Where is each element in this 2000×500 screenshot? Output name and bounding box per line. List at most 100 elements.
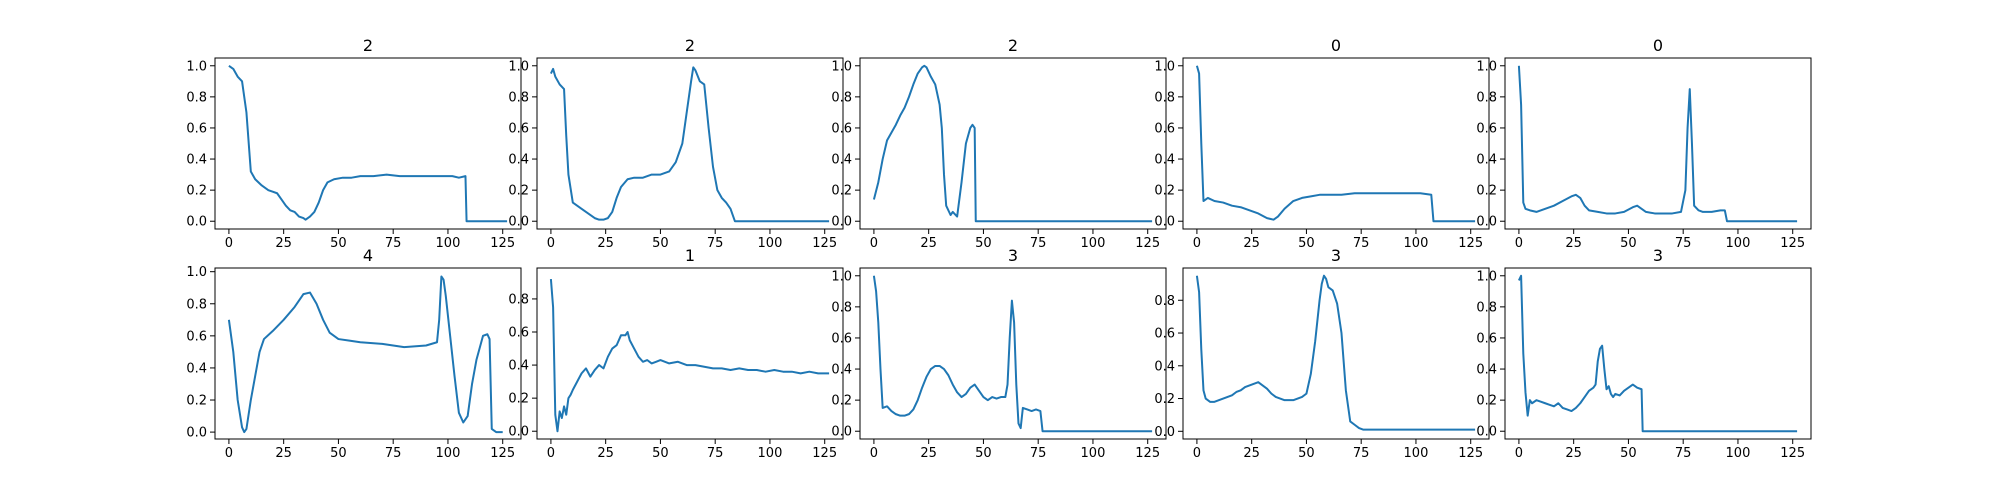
subplot-title: 0	[1653, 36, 1663, 55]
x-tick-label: 0	[1193, 236, 1201, 251]
y-tick-label: 0.0	[1476, 425, 1497, 440]
y-tick-label: 0.6	[1476, 121, 1497, 136]
x-tick-label: 125	[1135, 446, 1160, 461]
subplot-title: 2	[685, 36, 695, 55]
y-tick-label: 0.4	[831, 363, 852, 378]
series-line	[1195, 65, 1476, 223]
subplot: 2 0 25 50 75 100 125 0.0 0.2 0.4 0.6 0.8 1.0	[186, 36, 522, 251]
y-tick-label: 0.2	[508, 392, 529, 407]
y-tick-label: 1.0	[508, 59, 529, 74]
axes-frame	[1182, 267, 1490, 440]
x-tick-label: 50	[975, 446, 992, 461]
y-tick-label: 0.4	[186, 361, 207, 376]
y-tick-label: 0.2	[1154, 392, 1175, 407]
y-tick-label: 1.0	[831, 269, 852, 284]
x-tick-label: 25	[597, 446, 614, 461]
x-tick-label: 125	[490, 446, 515, 461]
x-tick-label: 125	[1458, 236, 1483, 251]
x-tick-label: 50	[652, 236, 669, 251]
x-tick-label: 125	[812, 446, 837, 461]
subplot-title: 2	[1008, 36, 1018, 55]
y-tick-label: 0.8	[1154, 90, 1175, 105]
subplot: 4 0 25 50 75 100 125 0.0 0.2 0.4 0.6 0.8 1.0	[186, 246, 522, 461]
axes-frame	[214, 267, 522, 440]
x-tick-label: 0	[547, 236, 555, 251]
axes-frame	[214, 57, 522, 230]
y-tick-label: 1.0	[831, 59, 852, 74]
y-tick-label: 0.4	[186, 153, 207, 168]
y-tick-label: 0.4	[1154, 359, 1175, 374]
y-tick-label: 0.0	[508, 425, 529, 440]
x-tick-label: 75	[1030, 446, 1047, 461]
y-tick-label: 0.4	[508, 153, 529, 168]
x-tick-label: 100	[1404, 446, 1429, 461]
y-tick-label: 0.2	[1476, 394, 1497, 409]
x-tick-label: 125	[490, 236, 515, 251]
y-tick-label: 0.2	[186, 184, 207, 199]
y-tick-label: 0.6	[508, 121, 529, 136]
x-tick-label: 0	[225, 236, 233, 251]
x-tick-label: 0	[225, 446, 233, 461]
x-tick-label: 25	[920, 236, 937, 251]
y-tick-label: 0.6	[186, 121, 207, 136]
x-tick-label: 50	[330, 446, 347, 461]
series-line	[550, 66, 830, 223]
x-tick-label: 0	[1515, 446, 1523, 461]
y-tick-label: 0.6	[1154, 121, 1175, 136]
y-tick-label: 0.2	[831, 184, 852, 199]
subplot-title: 1	[685, 246, 695, 265]
x-tick-label: 100	[436, 236, 461, 251]
y-tick-label: 0.8	[186, 297, 207, 312]
y-tick-label: 0.4	[1154, 153, 1175, 168]
x-tick-label: 75	[1675, 446, 1692, 461]
y-tick-label: 0.2	[186, 394, 207, 409]
subplot: 1 0 25 50 75 100 125 0.0 0.2 0.4 0.6 0.8	[508, 246, 844, 461]
subplot-title: 3	[1008, 246, 1018, 265]
series-line	[549, 279, 830, 433]
y-tick-label: 0.0	[831, 215, 852, 230]
y-tick-label: 0.2	[1476, 184, 1497, 199]
y-tick-label: 0.6	[831, 121, 852, 136]
x-tick-label: 75	[1353, 446, 1370, 461]
x-tick-label: 50	[1298, 236, 1315, 251]
x-tick-label: 75	[707, 446, 724, 461]
x-tick-label: 25	[275, 236, 292, 251]
x-tick-label: 100	[1726, 446, 1751, 461]
x-tick-label: 25	[920, 446, 937, 461]
x-tick-label: 50	[652, 446, 669, 461]
x-tick-label: 0	[1515, 236, 1523, 251]
x-tick-label: 100	[758, 236, 783, 251]
subplot: 3 0 25 50 75 100 125 0.0 0.2 0.4 0.6 0.8 1.0	[831, 246, 1167, 461]
y-tick-label: 0.2	[508, 184, 529, 199]
y-tick-label: 0.4	[831, 153, 852, 168]
y-tick-label: 0.6	[831, 331, 852, 346]
y-tick-label: 0.2	[1154, 184, 1175, 199]
y-tick-label: 0.8	[508, 90, 529, 105]
subplot-title: 3	[1653, 246, 1663, 265]
x-tick-label: 50	[1620, 236, 1637, 251]
y-tick-label: 1.0	[1476, 59, 1497, 74]
x-tick-label: 125	[1135, 236, 1160, 251]
x-tick-label: 25	[1565, 446, 1582, 461]
series-line	[872, 64, 1153, 223]
y-tick-label: 0.0	[186, 426, 207, 441]
subplot: 0 0 25 50 75 100 125 0.0 0.2 0.4 0.6 0.8 1.0	[1154, 36, 1490, 251]
series-line	[228, 64, 508, 223]
axes-frame	[1504, 267, 1812, 440]
x-tick-label: 100	[1726, 236, 1751, 251]
y-tick-label: 0.8	[1476, 300, 1497, 315]
y-tick-label: 0.8	[186, 90, 207, 105]
x-tick-label: 25	[1565, 236, 1582, 251]
subplot-title: 2	[363, 36, 373, 55]
x-tick-label: 25	[1243, 236, 1260, 251]
series-line	[1517, 65, 1798, 223]
series-line	[872, 275, 1153, 433]
subplot: 3 0 25 50 75 100 125 0.0 0.2 0.4 0.6 0.8 1.0	[1476, 246, 1812, 461]
x-tick-label: 0	[870, 446, 878, 461]
axes-frame	[859, 267, 1167, 440]
x-tick-label: 0	[870, 236, 878, 251]
x-tick-label: 125	[1780, 446, 1805, 461]
y-tick-label: 0.8	[831, 90, 852, 105]
